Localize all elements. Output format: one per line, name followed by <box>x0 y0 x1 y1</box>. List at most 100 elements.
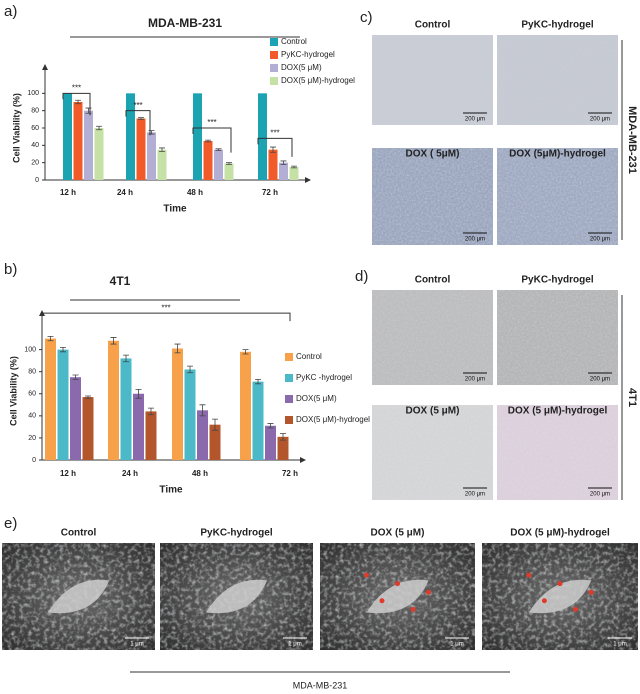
scale-label: 1 μm <box>613 642 626 648</box>
arrow-marker <box>588 589 594 595</box>
bar <box>193 93 202 180</box>
scale-label: 200 μm <box>465 237 485 243</box>
image-label: PyKC-hydrogel <box>200 528 272 539</box>
legend-swatch <box>270 51 278 59</box>
legend-label: Control <box>281 37 307 46</box>
bar <box>133 393 144 460</box>
error-bar <box>267 423 274 429</box>
image-label: Control <box>415 20 451 31</box>
x-tick-label: 24 h <box>117 188 133 197</box>
legend-label: PyKC-hydrogel <box>281 50 335 59</box>
error-bar <box>75 99 81 105</box>
legend-swatch <box>270 77 278 85</box>
bar <box>265 425 276 460</box>
y-axis-label: Cell Viability (%) <box>8 356 18 426</box>
chart-title: MDA-MB-231 <box>148 16 222 30</box>
bar <box>147 132 156 180</box>
error-bar <box>280 433 286 441</box>
cell-line-label: 4T1 <box>626 388 638 407</box>
bar <box>120 358 132 460</box>
bar <box>214 149 223 180</box>
y-tick-label: 60 <box>31 125 39 132</box>
bar <box>63 93 72 180</box>
scale-label: 200 μm <box>590 377 610 383</box>
y-tick-label: 100 <box>24 346 36 353</box>
error-bar <box>212 418 218 431</box>
legend-swatch <box>285 416 293 424</box>
legend-swatch <box>285 374 293 382</box>
legend-swatch <box>270 64 278 72</box>
y-tick-label: 20 <box>31 160 39 167</box>
bar <box>126 93 135 180</box>
bar <box>84 110 93 180</box>
cell <box>528 579 592 614</box>
scale-label: 200 μm <box>590 117 610 123</box>
bar <box>197 410 208 460</box>
x-tick-label: 12 h <box>60 188 76 197</box>
image-label: PyKC-hydrogel <box>521 20 593 31</box>
scale-label: 200 μm <box>465 492 485 498</box>
y-tick-label: 100 <box>27 90 39 97</box>
y-axis-label: Cell Viability (%) <box>11 93 21 163</box>
arrow-marker <box>364 572 369 578</box>
sig-bracket <box>42 312 291 322</box>
x-arrow <box>305 177 311 183</box>
image-label: DOX (5 μM)-hydrogel <box>510 528 610 539</box>
panel-label: b) <box>4 261 17 278</box>
micrograph-texture <box>497 35 618 125</box>
bar <box>94 128 104 180</box>
arrow-marker <box>426 589 431 595</box>
cell <box>205 579 268 614</box>
sig-annotation: *** <box>72 83 81 92</box>
scale-label: 1 μm <box>288 642 301 648</box>
arrow-marker <box>526 572 532 578</box>
sig-bracket <box>192 127 232 153</box>
y-tick-label: 0 <box>32 457 36 464</box>
bar <box>108 340 119 460</box>
bar <box>203 141 213 180</box>
bar <box>252 381 264 460</box>
x-axis-label: Time <box>163 204 187 215</box>
error-bar <box>148 407 154 416</box>
cell-line-label: MDA-MB-231 <box>293 680 348 690</box>
error-bar <box>110 337 117 345</box>
sig-bracket <box>62 92 91 116</box>
bar <box>70 377 81 460</box>
bar <box>136 118 146 180</box>
error-bar <box>96 125 102 131</box>
bar <box>57 349 69 460</box>
image-label: Control <box>61 528 97 539</box>
x-axis-label: Time <box>159 485 183 496</box>
y-tick-label: 0 <box>35 177 39 184</box>
image-label: PyKC-hydrogel <box>521 275 593 286</box>
bar <box>279 162 288 180</box>
sig-annotation: *** <box>133 101 142 110</box>
scale-label: 200 μm <box>465 377 485 383</box>
legend-label: DOX(5 μM) <box>281 63 322 72</box>
legend-swatch <box>270 38 278 46</box>
error-bar <box>187 365 193 374</box>
arrow-marker <box>541 598 547 604</box>
micrograph-texture <box>497 290 618 385</box>
error-bar <box>174 343 181 354</box>
bar <box>73 102 83 180</box>
y-tick-label: 80 <box>28 369 36 376</box>
bar <box>289 167 299 180</box>
sig-bracket <box>125 110 151 136</box>
error-bar <box>215 148 222 151</box>
bar <box>277 436 289 460</box>
legend-label: Control <box>296 352 322 361</box>
error-bar <box>60 346 66 353</box>
bar <box>157 149 167 180</box>
error-bar <box>138 117 144 120</box>
y-tick-label: 40 <box>28 413 36 420</box>
bar <box>45 338 56 460</box>
sig-annotation: *** <box>207 118 216 127</box>
micrograph-texture <box>497 148 618 245</box>
error-bar <box>47 335 54 342</box>
x-tick-label: 48 h <box>187 188 203 197</box>
error-bar <box>242 349 249 355</box>
bar <box>258 93 267 180</box>
bar <box>82 397 94 460</box>
